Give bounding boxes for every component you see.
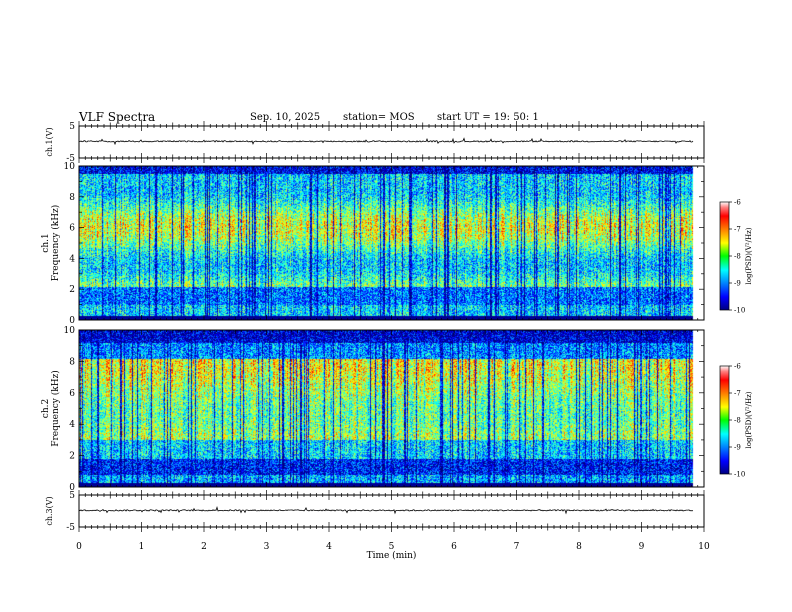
colorbar-tick-label: -10 <box>734 471 745 479</box>
y-tick-label: 5 <box>69 122 75 132</box>
y-axis-label: Frequency (kHz) <box>50 370 61 447</box>
y-tick-label: -5 <box>66 523 75 533</box>
colorbar-tick-label: -10 <box>734 307 745 315</box>
y-tick-label: 6 <box>69 389 75 399</box>
x-tick-label: 4 <box>326 542 332 552</box>
y-tick-label: -5 <box>66 154 75 164</box>
start-time-label: start UT = 19: 50: 1 <box>437 112 539 123</box>
x-axis-label: Time (min) <box>367 550 417 561</box>
spectrogram-image <box>79 166 704 320</box>
x-tick-label: 9 <box>639 542 645 552</box>
y-tick-label: 0 <box>69 483 75 493</box>
y-tick-label: 10 <box>64 162 76 172</box>
y-axis-label: Frequency (kHz) <box>50 205 61 282</box>
colorbar-label: log(PSD)(V²/Hz) <box>745 227 753 284</box>
colorbar-tick-label: -6 <box>734 199 741 207</box>
spectrogram-image <box>79 330 704 487</box>
y-tick-label: 4 <box>69 420 75 430</box>
station-label: station= MOS <box>343 112 415 123</box>
colorbar <box>719 201 730 311</box>
y-tick-label: 10 <box>64 326 76 336</box>
y-tick-label: 0 <box>69 316 75 326</box>
x-tick-label: 3 <box>264 542 270 552</box>
colorbar <box>719 365 730 475</box>
ch1-waveform-line <box>78 137 694 146</box>
y-tick-label: 8 <box>69 193 75 203</box>
ch3-waveform-line <box>78 506 694 515</box>
x-tick-label: 5 <box>389 542 395 552</box>
x-tick-label: 7 <box>514 542 520 552</box>
chart-title: VLF Spectra <box>79 110 156 124</box>
colorbar-label: log(PSD)(V²/Hz) <box>745 391 753 448</box>
colorbar-tick-label: -8 <box>734 253 741 261</box>
y-tick-label: 8 <box>69 357 75 367</box>
colorbar-tick-label: -9 <box>734 280 741 288</box>
y-axis-label-channel: ch.2 <box>41 399 51 418</box>
date-label: Sep. 10, 2025 <box>250 112 321 123</box>
y-tick-label: 2 <box>69 452 75 462</box>
colorbar-tick-label: -7 <box>734 226 741 234</box>
x-tick-label: 10 <box>698 542 710 552</box>
colorbar-tick-label: -6 <box>734 363 741 371</box>
y-tick-label: 6 <box>69 224 75 234</box>
y-axis-label: ch.1(V) <box>45 127 54 156</box>
y-axis-label-channel: ch.1 <box>41 233 51 252</box>
y-tick-label: 5 <box>69 491 75 501</box>
x-tick-label: 1 <box>139 542 145 552</box>
y-tick-label: 2 <box>69 285 75 295</box>
x-tick-label: 0 <box>76 542 82 552</box>
colorbar-tick-label: -9 <box>734 444 741 452</box>
colorbar-tick-label: -7 <box>734 390 741 398</box>
x-tick-label: 6 <box>451 542 457 552</box>
y-tick-label: 4 <box>69 254 75 264</box>
x-tick-label: 8 <box>576 542 582 552</box>
x-tick-label: 2 <box>201 542 207 552</box>
colorbar-tick-label: -8 <box>734 417 741 425</box>
y-axis-label: ch.3(V) <box>45 496 54 525</box>
